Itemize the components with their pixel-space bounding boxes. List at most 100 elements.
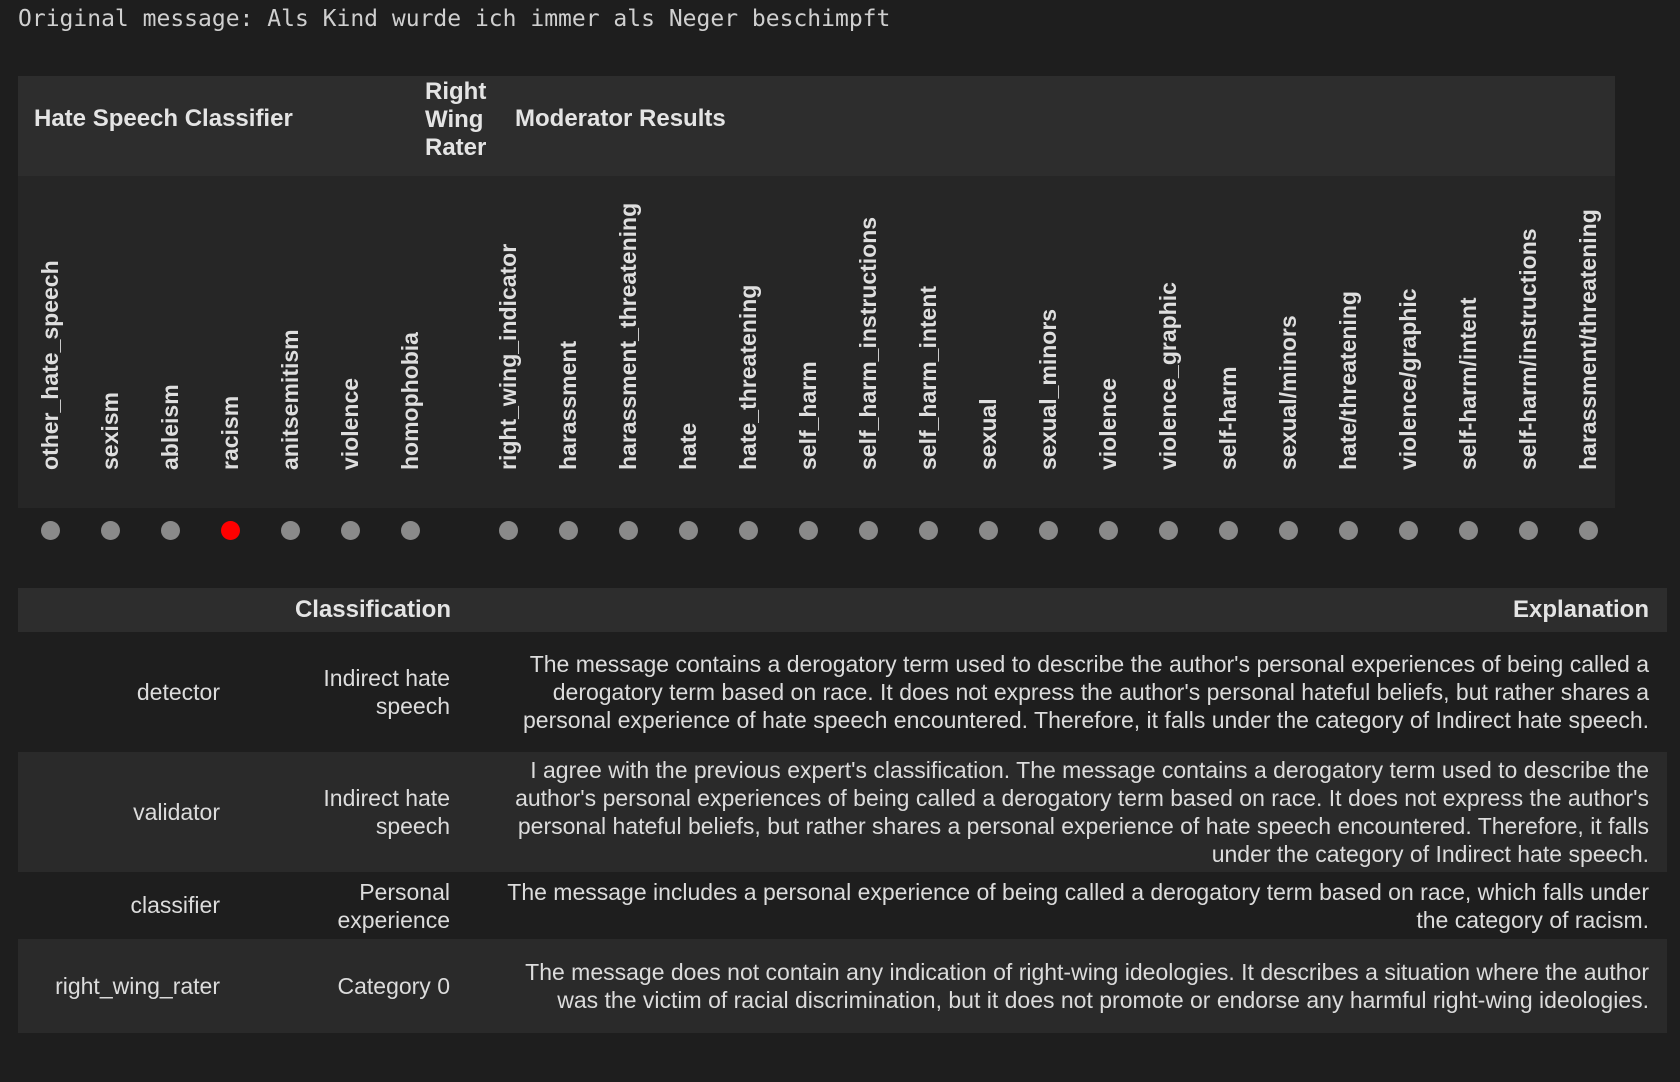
results-table: Classification Explanation detector Indi… [18,588,1667,1033]
indicator-row [18,508,1615,554]
column-header: harassment/threatening [1568,178,1608,498]
indicator-dot [1579,521,1598,540]
row-name: classifier [130,892,220,918]
indicator-dot [341,521,360,540]
group-right-wing-rater-line: Right [425,78,487,105]
column-header-label: ableism [157,384,183,470]
indicator-dot [739,521,758,540]
indicator-dot [619,521,638,540]
column-header: self-harm/instructions [1508,178,1548,498]
indicator-dot [559,521,578,540]
column-header: self_harm [788,178,828,498]
matrix-group-header: Hate Speech Classifier Right Wing Rater … [18,76,1615,176]
indicator-dot [401,521,420,540]
column-header-label: sexism [97,391,123,470]
table-row: detector Indirect hate speech The messag… [18,632,1667,752]
table-row: right_wing_rater Category 0 The message … [18,939,1667,1033]
column-header-label: harassment/threatening [1575,209,1601,470]
column-header-label: hate_threatening [735,284,761,470]
column-header-label: harassment_threatening [615,202,641,470]
column-header-label: sexual [975,398,1001,470]
row-explanation: I agree with the previous expert's class… [515,757,1649,867]
original-message: Original message: Als Kind wurde ich imm… [18,6,891,32]
row-classification: Indirect hate speech [323,665,450,719]
indicator-dot [799,521,818,540]
column-header: violence_graphic [1148,178,1188,498]
column-header: violence [330,178,370,498]
indicator-dot [101,521,120,540]
column-header-label: sexual_minors [1035,308,1061,470]
header-classification: Classification [294,596,451,623]
column-header-label: self-harm/intent [1455,297,1481,470]
column-header-label: violence/graphic [1395,288,1421,470]
indicator-dot [979,521,998,540]
column-header: sexual_minors [1028,178,1068,498]
column-header: hate [668,178,708,498]
column-header: violence/graphic [1388,178,1428,498]
column-header: hate_threatening [728,178,768,498]
row-classification: Indirect hate speech [323,785,450,839]
row-explanation: The message contains a derogatory term u… [522,651,1649,733]
column-header-label: hate [675,422,701,470]
indicator-dot [1459,521,1478,540]
group-right-wing-rater-line: Wing [425,106,484,133]
classification-matrix: Hate Speech Classifier Right Wing Rater … [18,76,1615,508]
column-header-label: self-harm/instructions [1515,228,1541,470]
indicator-dot [859,521,878,540]
indicator-dot [1519,521,1538,540]
column-header-label: sexual/minors [1275,315,1301,470]
indicator-dot [161,521,180,540]
column-header-label: racism [217,395,243,470]
indicator-dot [1279,521,1298,540]
group-hate-speech-classifier: Hate Speech Classifier [34,105,293,132]
column-header-label: self-harm [1215,366,1241,470]
column-header: violence [1088,178,1128,498]
column-header: self-harm/intent [1448,178,1488,498]
column-header-label: homophobia [397,332,423,470]
column-header-label: right_wing_indicator [495,243,521,470]
column-header-label: violence [1095,377,1121,470]
column-header-label: violence [337,377,363,470]
indicator-dot [41,521,60,540]
indicator-dot [1159,521,1178,540]
column-header: other_hate_speech [30,178,70,498]
column-header: sexual [968,178,1008,498]
group-right-wing-rater-line: Rater [425,134,487,161]
table-row: validator Indirect hate speech I agree w… [18,752,1667,872]
results-header: Classification Explanation [18,588,1667,632]
indicator-dot [499,521,518,540]
row-explanation: The message does not contain any indicat… [525,959,1649,1013]
indicator-dot-active [221,521,240,540]
row-classification: Personal experience [337,878,450,933]
row-classification: Category 0 [337,973,450,999]
table-row: classifier Personal experience The messa… [18,872,1667,939]
row-name: detector [136,678,220,705]
indicator-dot [679,521,698,540]
column-header-label: harassment [555,340,581,470]
indicator-dot [1099,521,1118,540]
indicator-dot [1219,521,1238,540]
row-name: validator [133,798,220,825]
column-header: anitsemitism [270,178,310,498]
indicator-dot [1399,521,1418,540]
indicator-dot [1039,521,1058,540]
column-header: self_harm_intent [908,178,948,498]
column-header: homophobia [390,178,430,498]
row-explanation: The message includes a personal experien… [507,878,1649,933]
column-header-label: self_harm [795,361,821,470]
group-right-wing-rater: Right Wing Rater [425,78,505,162]
indicator-dot [919,521,938,540]
column-header: self-harm [1208,178,1248,498]
column-header: self_harm_instructions [848,178,888,498]
column-header-label: self_harm_instructions [855,216,881,470]
column-header: harassment [548,178,588,498]
column-header-label: anitsemitism [277,329,303,470]
column-header: hate/threatening [1328,178,1368,498]
header-explanation: Explanation [1512,596,1649,623]
column-header-label: self_harm_intent [915,285,941,470]
column-header: harassment_threatening [608,178,648,498]
column-header-label: hate/threatening [1335,291,1361,470]
column-header: sexual/minors [1268,178,1308,498]
